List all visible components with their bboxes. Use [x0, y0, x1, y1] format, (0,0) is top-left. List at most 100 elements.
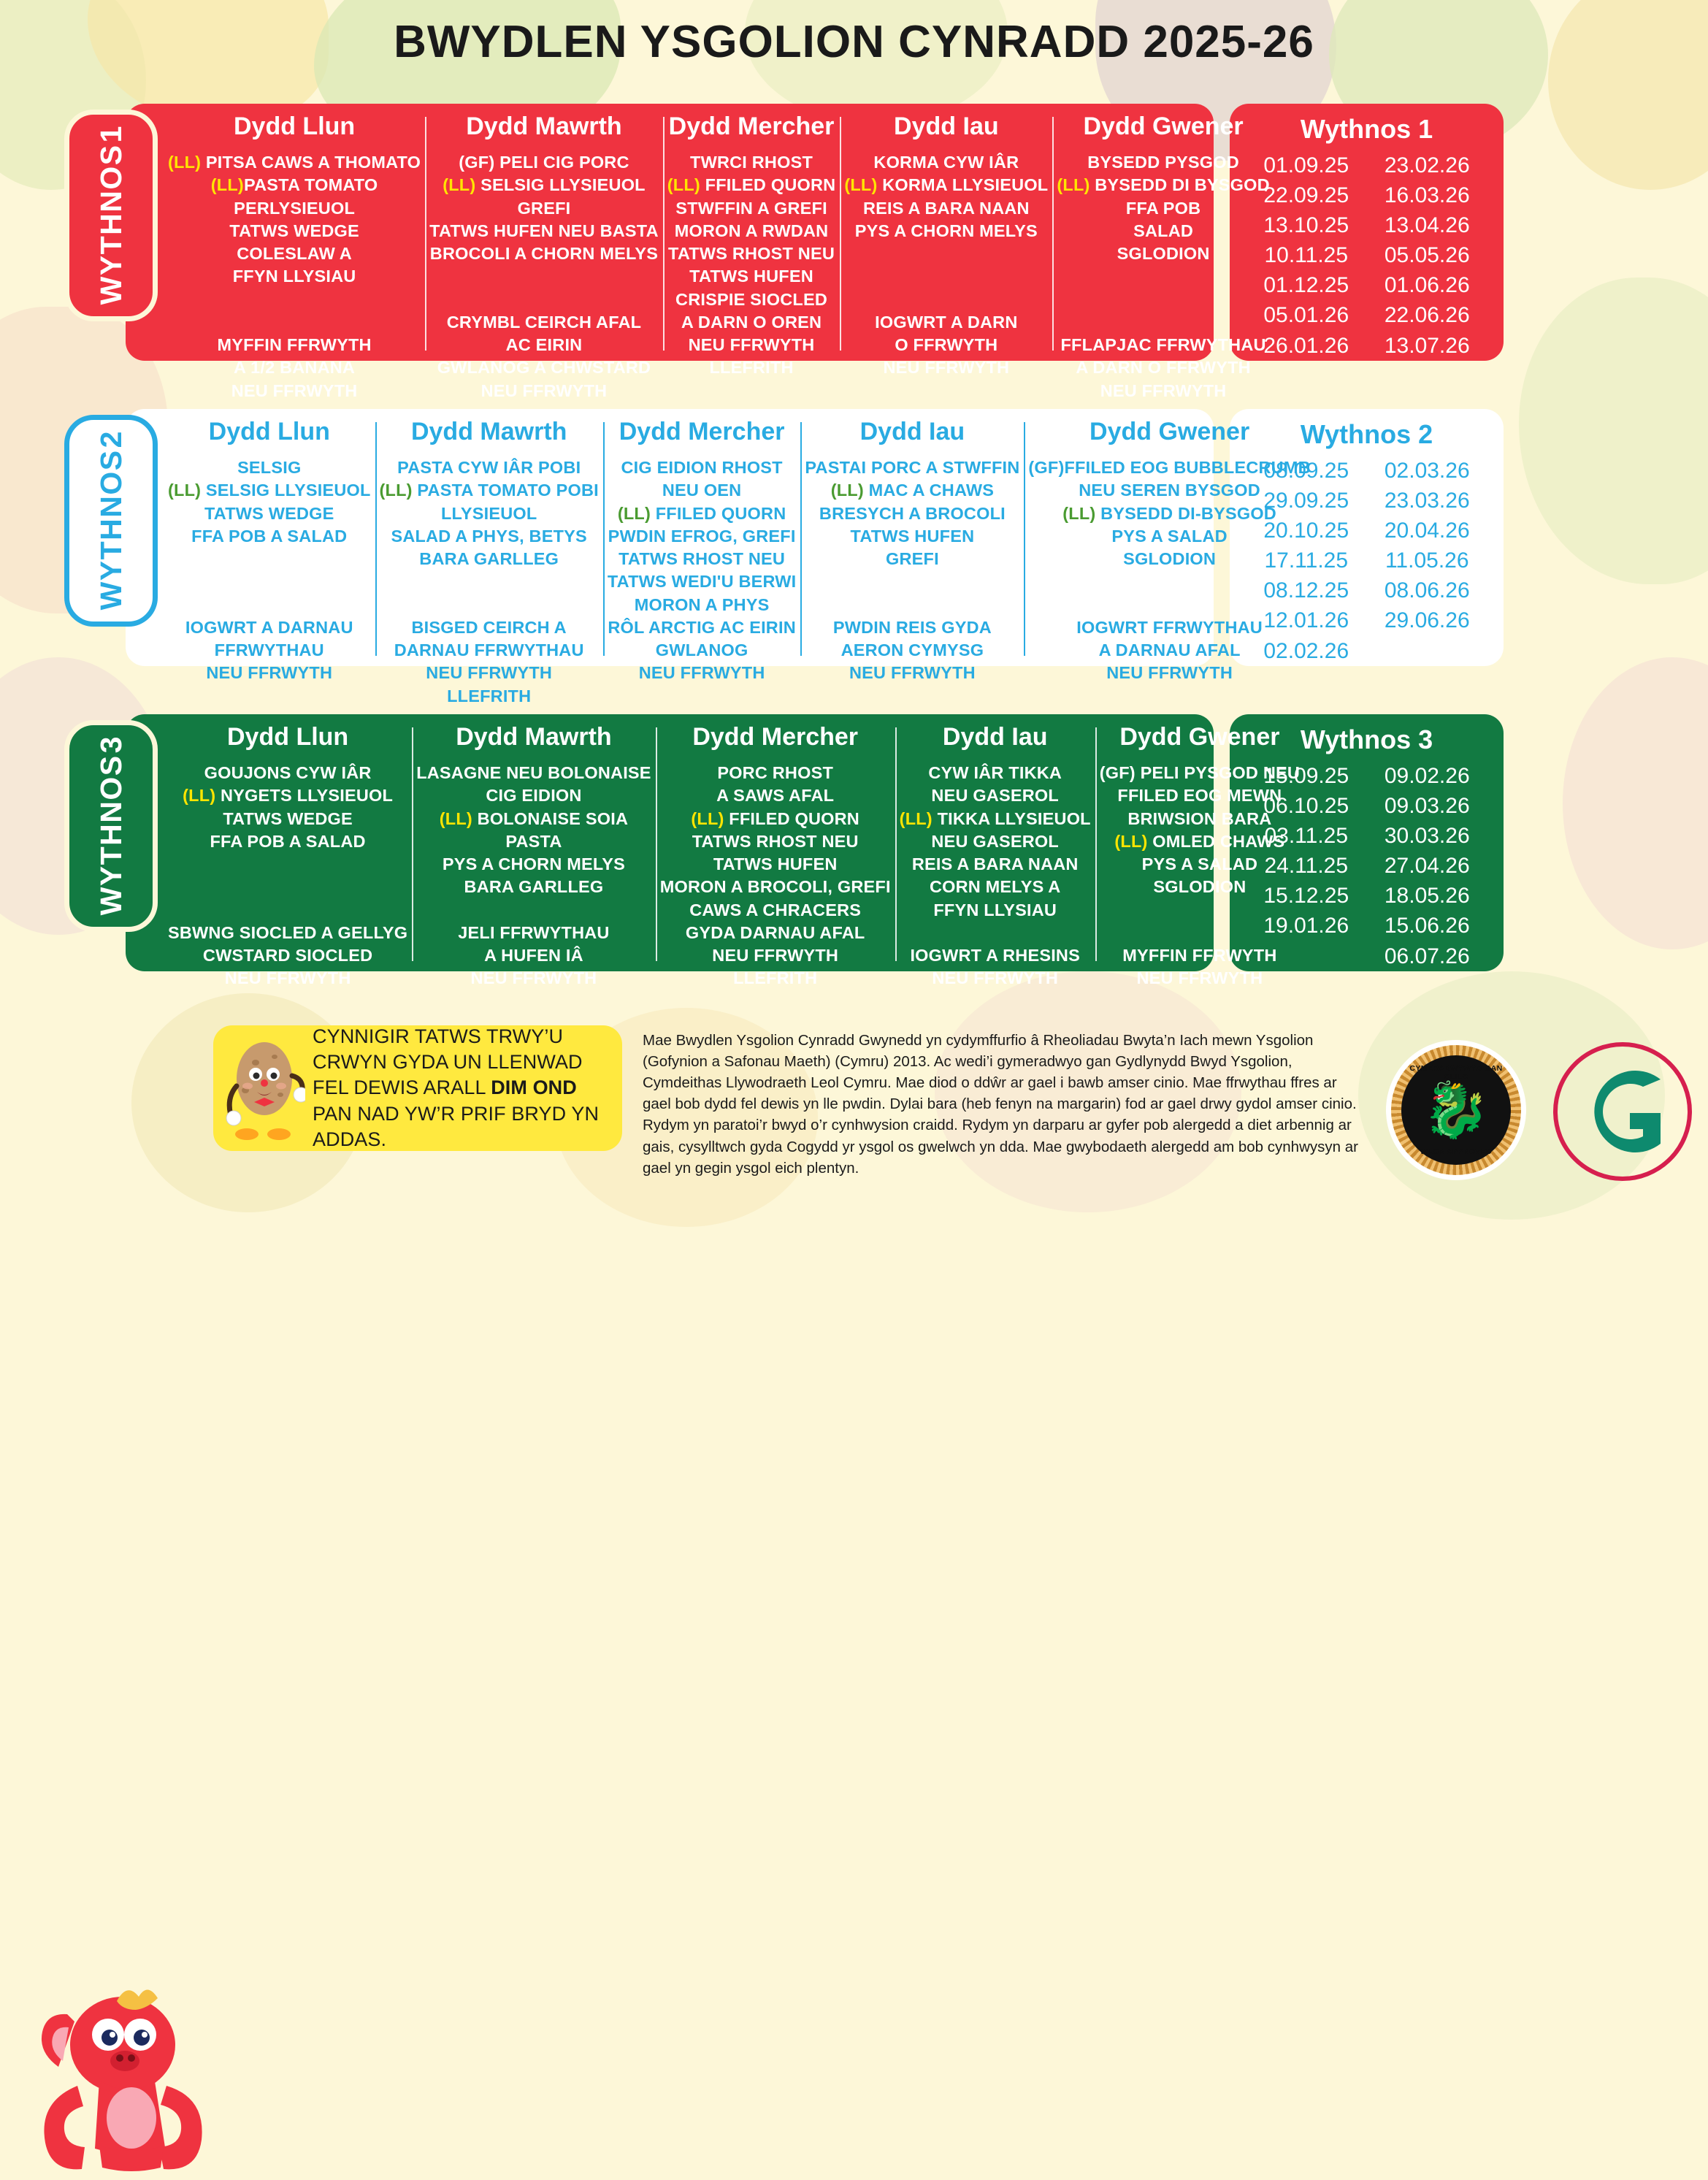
menu-line: NEU FFRWYTH [1106, 663, 1233, 683]
menu-line: (LL) TIKKA LLYSIEUOL [899, 808, 1091, 828]
date-item: 23.03.26 [1384, 489, 1470, 513]
menu-line: TATWS WEDI'U BERWI [607, 572, 797, 592]
day-name: Dydd Mercher [692, 723, 859, 751]
day-name: Dydd Iau [942, 723, 1048, 751]
menu-line: SGLODION [1117, 244, 1210, 263]
menu-line: FFA POB A SALAD [191, 526, 348, 546]
week-row-2: 2 WYTHNOS Dydd Llun SELSIG (LL) SELSIG LLY… [64, 409, 1679, 705]
menu-line: TATWS RHOST NEU [619, 549, 786, 568]
menu-line: JELI FFRWYTHAU [458, 922, 610, 942]
menu-line: A DARNAU AFAL [1098, 640, 1241, 659]
menu-line: (LL) BOLONAISE SOIA [439, 808, 629, 828]
diet-tag: (LL) [830, 481, 864, 500]
menu-line: NEU FFRWYTH [638, 663, 765, 683]
potato-note-text-1: CYNNIGIR TATWS TRWY’U CRWYN GYDA UN LLEN… [313, 1025, 583, 1099]
menu-line: LLEFRITH [733, 968, 818, 988]
menu-line: MORON A RWDAN [674, 221, 829, 240]
gwynedd-council-logo [1551, 1040, 1694, 1183]
menu-line: IOGWRT A RHESINS [910, 946, 1080, 965]
week-2-days-panel: Dydd Llun SELSIG (LL) SELSIG LLYSIEUOL TATW… [126, 409, 1311, 705]
menu-line: FFLAPJAC FFRWYTHAU [1060, 335, 1266, 354]
menu-line: CRYMBL CEIRCH AFAL [446, 312, 642, 332]
menu-line: GREFI [517, 198, 571, 218]
day-column-3: Dydd Mercher CIG EIDION RHOST NEU OEN (LL) … [602, 418, 801, 682]
day-column-1: Dydd Llun GOUJONS CYW IÂR (LL) NYGETS LLYS… [164, 723, 412, 987]
dates-title: Wythnos 3 [1300, 724, 1433, 754]
date-item: 01.09.25 [1263, 153, 1349, 177]
date-item: 16.03.26 [1384, 183, 1470, 208]
date-item: 19.01.26 [1263, 914, 1349, 938]
menu-line: PWDIN EFROG, GREFI [608, 526, 796, 546]
menu-line: NEU FFRWYTH [712, 946, 839, 965]
day-name: Dydd Iau [894, 112, 999, 140]
menu-line: O FFRWYTH [895, 335, 998, 354]
menu-line: CIG EIDION [486, 786, 582, 806]
date-item: 08.12.25 [1263, 578, 1349, 603]
menu-line: LLYSIEUOL [440, 503, 537, 523]
date-item: 10.11.25 [1264, 243, 1349, 268]
date-item: 15.12.25 [1263, 884, 1349, 909]
jacket-potato-note: CYNNIGIR TATWS TRWY’U CRWYN GYDA UN LLEN… [305, 1024, 612, 1152]
day-column-2: Dydd Mawrth PASTA CYW IÂR POBI (LL) PASTA … [375, 418, 603, 705]
menu-line: GYDA DARNAU AFAL [685, 922, 865, 942]
menu-line: NEU OEN [662, 481, 742, 500]
menu-line: PYS A CHORN MELYS [854, 221, 1038, 240]
menu-line: LLEFRITH [709, 358, 794, 378]
menu-line: CAWS A CHRACERS [689, 900, 862, 919]
page-title: BWYDLEN YSGOLION CYNRADD 2025-26 [394, 17, 1314, 67]
date-item: 22.09.25 [1263, 183, 1349, 208]
week-row-3: 3 WYTHNOS Dydd Llun GOUJONS CYW IÂR (LL) N… [64, 714, 1679, 987]
menu-line: BYSEDD PYSGOD [1087, 153, 1239, 172]
date-item: 20.04.26 [1384, 519, 1470, 543]
menu-line: NEU FFRWYTH [932, 968, 1059, 988]
badge-bottom-label: WLGA APPROVED [1420, 1147, 1493, 1156]
menu-line: SGLODION [1123, 549, 1217, 568]
menu-line: (LL) FFILED QUORN [667, 175, 836, 195]
menu-line: NEU FFRWYTH [1100, 380, 1227, 400]
menu-line: CIG EIDION RHOST [621, 458, 783, 477]
date-item: 13.10.25 [1263, 213, 1349, 238]
diet-tag: (LL) [379, 481, 413, 500]
diet-tag: (GF) [1028, 458, 1065, 477]
menu-line: (LL) BYSEDD DI-BYSGOD [1062, 503, 1276, 523]
day-column-5: Dydd Gwener (GF) PELI PYSGOD NEU FFILED EO… [1095, 723, 1304, 987]
menu-line: REIS A BARA NAAN [862, 198, 1030, 218]
week-tab-number: 1 [93, 126, 128, 143]
week-tab-number: 3 [93, 736, 128, 754]
menu-line: IOGWRT A DARNAU [185, 617, 353, 637]
dates-column-1: 08.09.25 29.09.25 20.10.25 17.11.25 08.12.25… [1263, 456, 1349, 666]
menu-line: BROCOLI A CHORN MELYS [429, 244, 659, 263]
week-tab-label: WYTHNOS [93, 449, 128, 611]
menu-line: PYS A SALAD [1141, 854, 1258, 873]
menu-line: CWSTARD SIOCLED [202, 946, 373, 965]
dates-column-2: 23.02.26 16.03.26 13.04.26 05.05.26 01.06.26… [1385, 150, 1470, 361]
date-item: 09.03.26 [1384, 794, 1470, 819]
menu-line: BARA GARLLEG [464, 877, 604, 897]
diet-tag: (LL) [667, 175, 700, 195]
menu-line: REIS A BARA NAAN [911, 854, 1079, 873]
week-tab-3: 3 WYTHNOS [64, 720, 158, 932]
menu-line: GREFI [885, 549, 939, 568]
date-item: 18.05.26 [1384, 884, 1470, 909]
menu-line: KORMA CYW IÂR [873, 153, 1019, 172]
menu-line: SALAD [1133, 221, 1194, 240]
menu-line: PASTA [505, 831, 562, 851]
date-item: 15.09.25 [1263, 764, 1349, 788]
menu-line: BRIWSION BARA [1127, 808, 1272, 828]
menu-line: CYW IÂR TIKKA [928, 763, 1062, 782]
menu-line: MYFFIN FFRWYTH [217, 335, 372, 354]
nutrition-legal-text: Mae Bwydlen Ysgolion Cynradd Gwynedd yn … [643, 1032, 1358, 1177]
day-column-5: Dydd Gwener BYSEDD PYSGOD (LL) BYSEDD DI B… [1052, 112, 1274, 400]
day-column-2: Dydd Mawrth (GF) PELI CIG PORC (LL) SELSIG… [425, 112, 663, 400]
menu-line: TWRCI RHOST [690, 153, 813, 172]
date-item: 17.11.25 [1264, 548, 1349, 573]
diet-tag: (LL) [899, 808, 932, 828]
date-item: 29.06.26 [1384, 608, 1470, 633]
date-item: 05.01.26 [1263, 303, 1349, 328]
date-item: 08.09.25 [1263, 459, 1349, 483]
menu-line: MORON A BROCOLI, GREFI [659, 877, 891, 897]
menu-line: A 1/2 BANANA [234, 358, 356, 378]
menu-line: FFILED EOG MEWN [1117, 786, 1282, 806]
menu-line: NEU FFRWYTH [426, 663, 553, 683]
menu-line: AC EIRIN [505, 335, 583, 354]
